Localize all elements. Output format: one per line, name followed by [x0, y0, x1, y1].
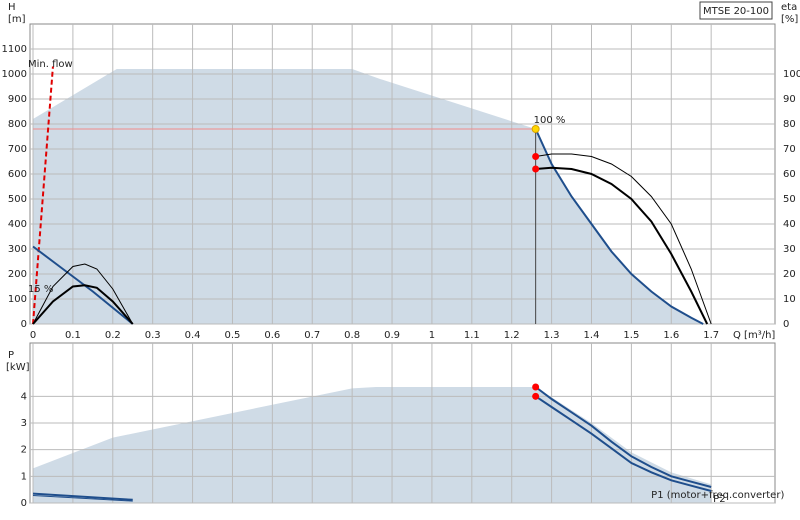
- x-axis-label: Q [m³/h]: [733, 330, 775, 341]
- annotation: 15 %: [28, 284, 53, 295]
- x-tick-label: 1.1: [464, 330, 480, 341]
- y-tick-label: 200: [8, 269, 27, 280]
- y-tick-label: 900: [8, 94, 27, 105]
- y-tick-label: 700: [8, 144, 27, 155]
- annotation: Min. flow: [28, 59, 73, 70]
- y2-tick-label: 60: [783, 169, 796, 180]
- chart-title: MTSE 20-100: [703, 6, 769, 17]
- y-tick-label: 400: [8, 219, 27, 230]
- duty-point: [532, 153, 540, 160]
- y-axis-unit: [m]: [8, 14, 26, 25]
- y-axis-label: H: [8, 2, 16, 13]
- y-tick-label: 300: [8, 244, 27, 255]
- y-tick-label: 1: [21, 471, 27, 482]
- title-box: [699, 1, 773, 20]
- y-tick-label: 1000: [2, 69, 27, 80]
- curve: [32, 263, 134, 325]
- y-tick-label: 0: [21, 498, 27, 509]
- y-tick-label: 0: [21, 319, 27, 330]
- x-tick-label: 0.3: [145, 330, 161, 341]
- operating-range: [33, 387, 712, 503]
- point-label: 100 %: [534, 115, 566, 126]
- x-tick-label: 1.3: [544, 330, 560, 341]
- x-tick-label: 1.6: [663, 330, 679, 341]
- x-tick-label: 1.7: [703, 330, 719, 341]
- curve: [32, 245, 134, 325]
- y2-tick-label: 30: [783, 244, 796, 255]
- x-tick-label: 0.6: [264, 330, 280, 341]
- y2-tick-label: 90: [783, 94, 796, 105]
- curve: [535, 153, 712, 325]
- curve: [32, 66, 54, 325]
- x-tick-label: 0.1: [65, 330, 81, 341]
- x-tick-label: 1.2: [504, 330, 520, 341]
- duty-point: [532, 165, 540, 173]
- x-tick-label: 0.2: [105, 330, 121, 341]
- x-tick-label: 1.5: [623, 330, 639, 341]
- y-tick-label: 100: [8, 294, 27, 305]
- duty-point: [531, 125, 540, 133]
- x-tick-label: 0.5: [225, 330, 241, 341]
- curve: [32, 492, 133, 501]
- y-tick-label: 1100: [2, 44, 27, 55]
- x-tick-label: 0.9: [384, 330, 400, 341]
- duty-point: [532, 392, 540, 400]
- curve: [32, 495, 133, 502]
- x-tick-label: 0.4: [185, 330, 201, 341]
- y-tick-label: 800: [8, 119, 27, 130]
- x-tick-label: 1: [429, 330, 435, 341]
- x-tick-label: 0.7: [304, 330, 320, 341]
- curve: [535, 386, 712, 488]
- duty-point: [532, 383, 540, 391]
- y2-axis-unit: [%]: [781, 14, 798, 25]
- curve-label: P2: [713, 494, 725, 505]
- curve: [32, 284, 134, 325]
- y2-tick-label: 40: [783, 219, 796, 230]
- y-tick-label: 2: [21, 445, 27, 456]
- curve: [534, 128, 704, 325]
- y-axis-label: P: [8, 350, 14, 361]
- y2-tick-label: 0: [783, 319, 789, 330]
- y-tick-label: 3: [21, 418, 27, 429]
- y-axis-unit: [kW]: [6, 362, 30, 373]
- y2-axis-label: eta: [781, 2, 797, 13]
- x-tick-label: 0: [30, 330, 36, 341]
- y-tick-label: 600: [8, 169, 27, 180]
- y-tick-label: 4: [21, 391, 27, 402]
- y-tick-label: 500: [8, 194, 27, 205]
- curve-label: P1 (motor+freq.converter): [651, 490, 784, 501]
- y2-tick-label: 100: [783, 69, 800, 80]
- y2-tick-label: 10: [783, 294, 796, 305]
- y2-tick-label: 20: [783, 269, 796, 280]
- y2-tick-label: 80: [783, 119, 796, 130]
- x-tick-label: 0.8: [344, 330, 360, 341]
- curve: [535, 395, 712, 492]
- y2-tick-label: 50: [783, 194, 796, 205]
- curve: [535, 166, 709, 325]
- x-tick-label: 1.4: [584, 330, 600, 341]
- y2-tick-label: 70: [783, 144, 796, 155]
